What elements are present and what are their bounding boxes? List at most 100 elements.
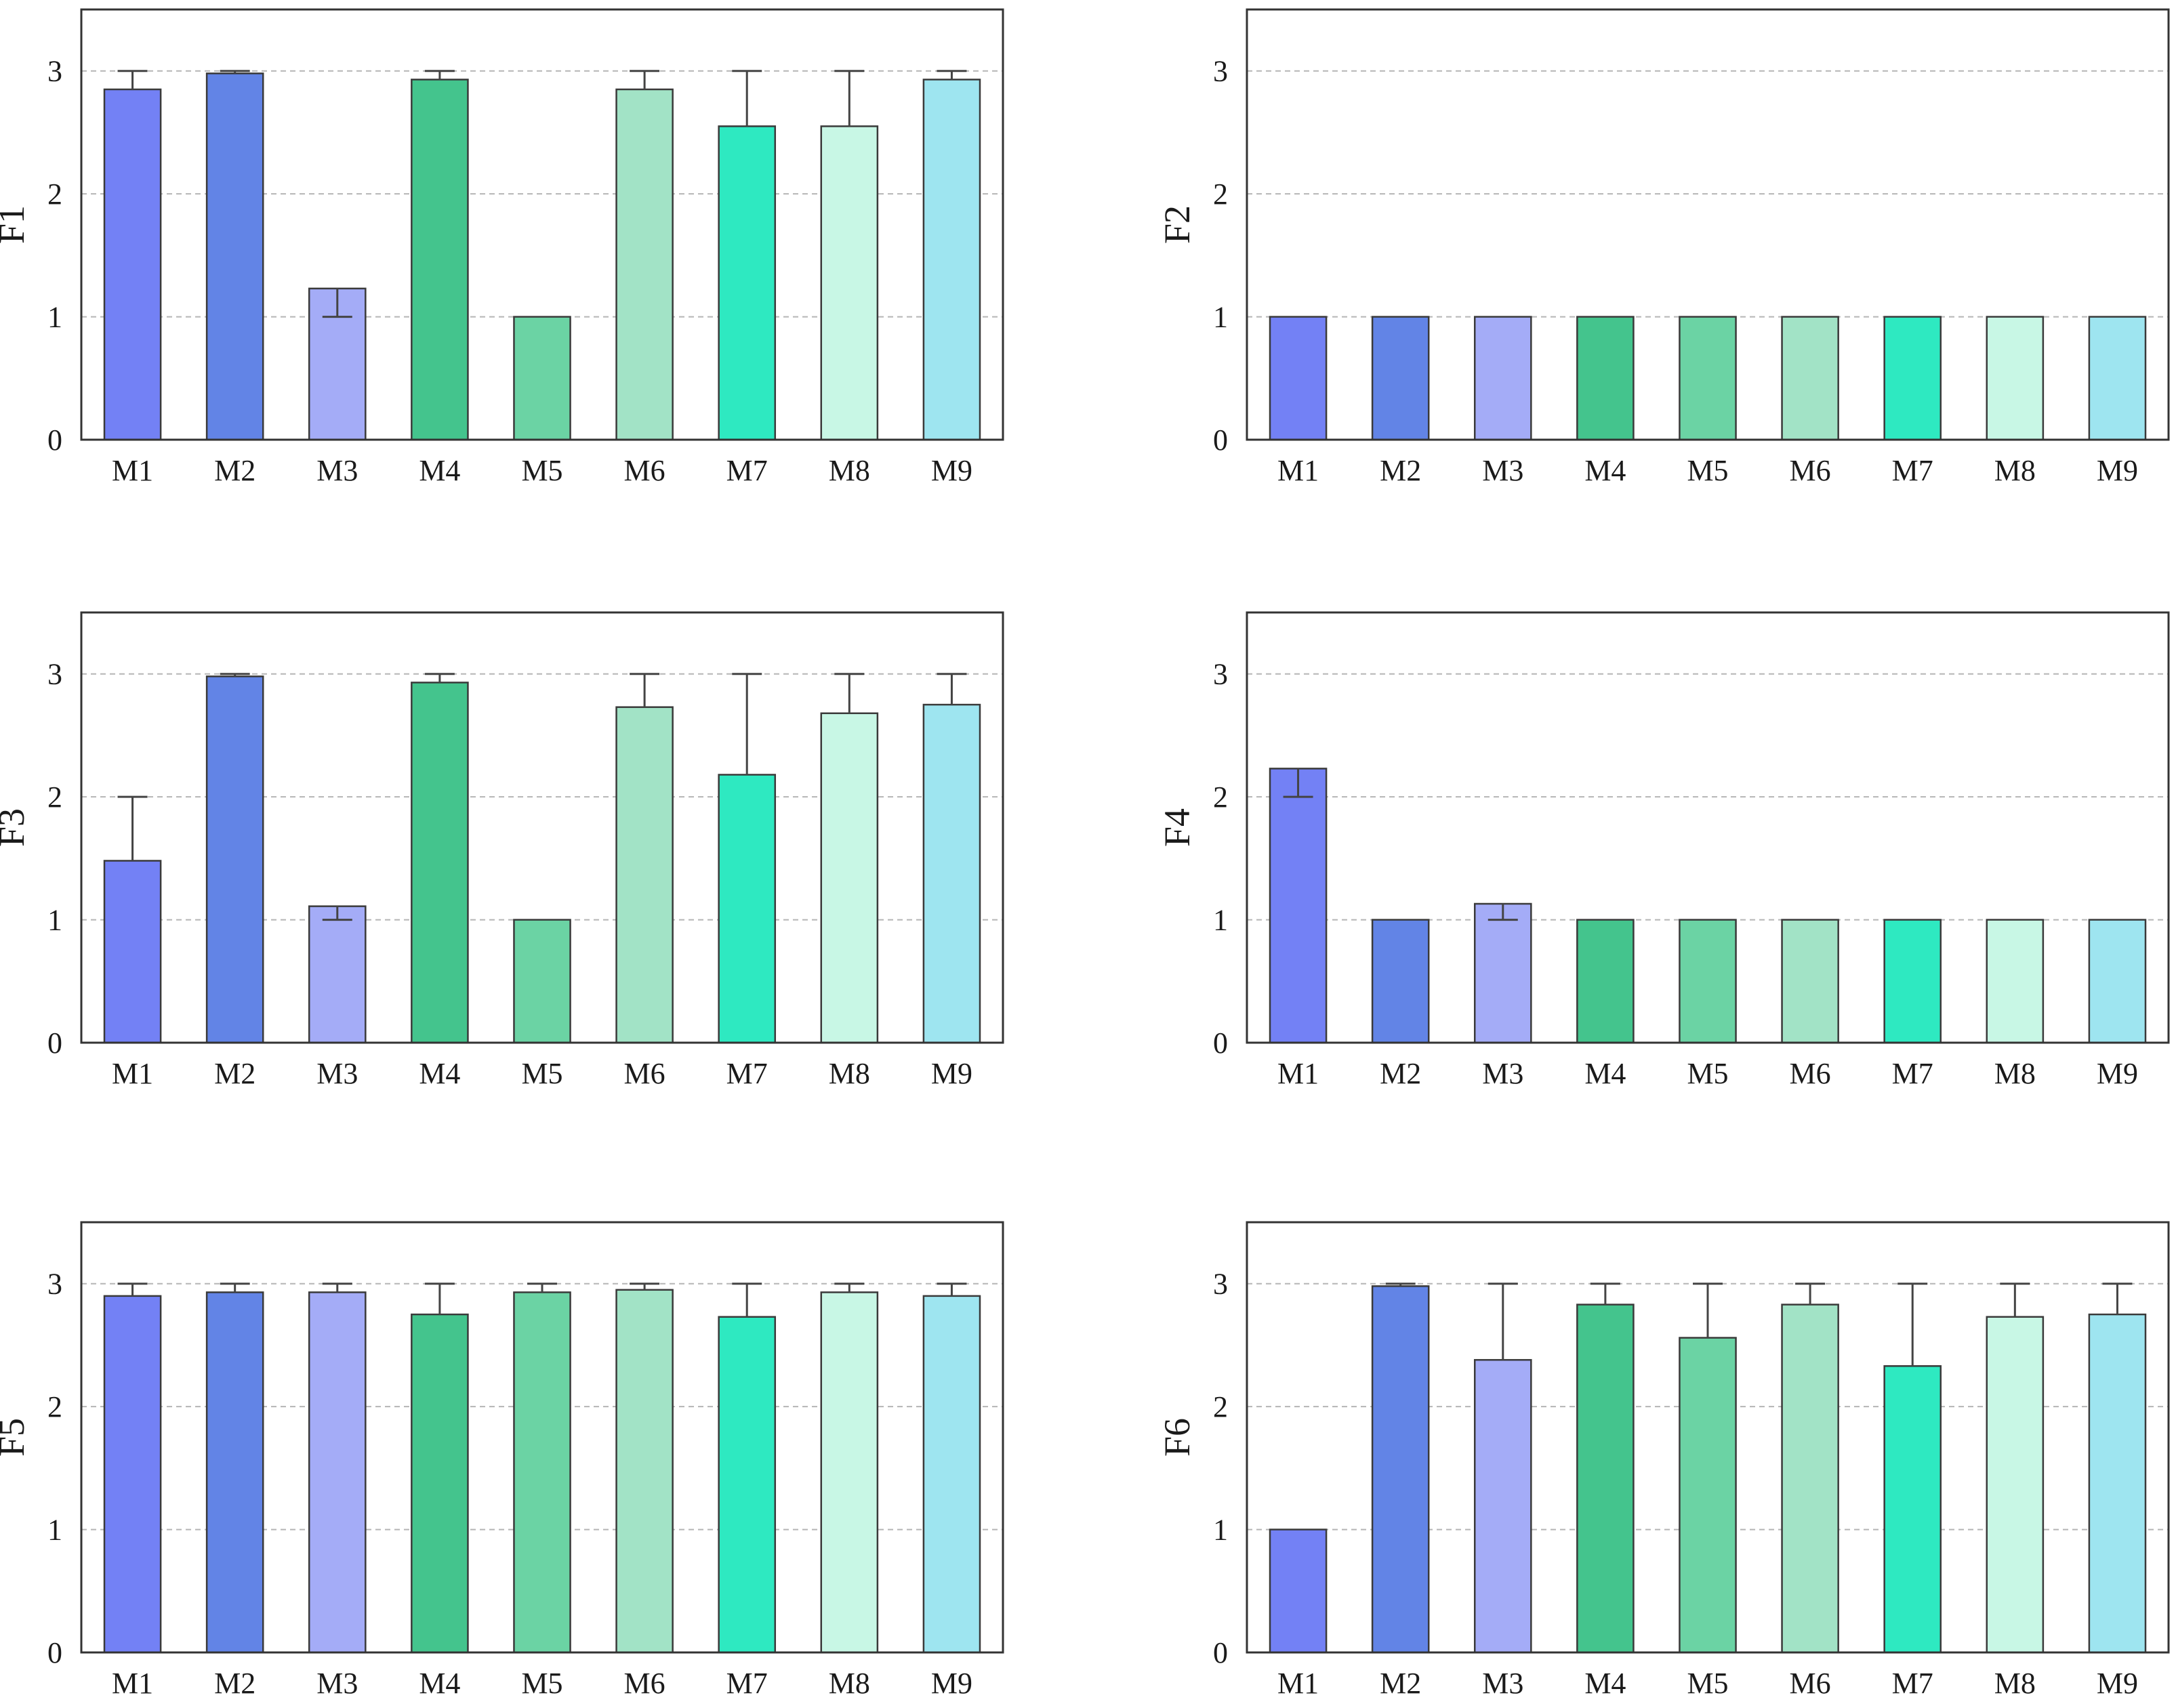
x-tick-label: M6 bbox=[1790, 454, 1831, 487]
x-tick-label: M9 bbox=[931, 454, 972, 487]
x-tick-label: M5 bbox=[521, 1057, 562, 1090]
panel-f2: 0 1 2 3 F2 M1 M2 M3 M4 M5 M6 M7 M8 M9 bbox=[1157, 8, 2170, 487]
bar-m7 bbox=[1883, 919, 1942, 1044]
x-tick-label: M8 bbox=[829, 454, 870, 487]
x-tick-label: M1 bbox=[1277, 1057, 1319, 1090]
bar-m8 bbox=[1986, 316, 2045, 441]
x-tick-label: M1 bbox=[112, 1057, 153, 1090]
x-tick-label: M1 bbox=[112, 454, 153, 487]
panel-f1: 0 1 2 3 F1 M1 M2 M3 M4 M5 M6 M7 M8 M9 bbox=[0, 8, 1004, 487]
y-tick-label: 3 bbox=[47, 55, 62, 88]
x-tick-label: M4 bbox=[1584, 454, 1626, 487]
x-tick-label: M5 bbox=[1687, 1667, 1728, 1700]
y-tick-label: 2 bbox=[1213, 1390, 1228, 1423]
x-tick-label: M2 bbox=[214, 1057, 255, 1090]
bar-m2 bbox=[205, 675, 264, 1044]
y-axis-label: F2 bbox=[1157, 205, 1197, 244]
plot-frame bbox=[80, 8, 1004, 441]
panel-f5: 0 1 2 3 F5 M1 M2 M3 M4 M5 M6 M7 M8 M9 bbox=[0, 1221, 1004, 1700]
x-tick-label: M8 bbox=[829, 1057, 870, 1090]
x-tick-label: M9 bbox=[2097, 1667, 2138, 1700]
x-tick-label: M7 bbox=[726, 1057, 768, 1090]
bar-m6 bbox=[615, 1289, 674, 1654]
bar-m5 bbox=[1679, 1337, 1737, 1654]
y-tick-label: 1 bbox=[47, 301, 62, 334]
x-tick-label: M9 bbox=[2097, 454, 2138, 487]
bar-m4 bbox=[411, 79, 469, 441]
x-tick-label: M5 bbox=[1687, 1057, 1728, 1090]
bar-m5 bbox=[513, 1291, 571, 1654]
y-axis-label: F3 bbox=[0, 808, 32, 847]
bar-m9 bbox=[2088, 919, 2147, 1044]
x-tick-label: M2 bbox=[214, 1667, 255, 1700]
bar-m3 bbox=[1473, 902, 1532, 1044]
x-tick-label: M8 bbox=[1994, 454, 2036, 487]
y-axis-label: F1 bbox=[0, 205, 32, 244]
bar-m4 bbox=[411, 682, 469, 1044]
y-tick-label: 1 bbox=[47, 904, 62, 937]
bar-m7 bbox=[718, 774, 777, 1044]
x-tick-label: M3 bbox=[1482, 1057, 1523, 1090]
x-tick-label: M7 bbox=[1892, 1057, 1933, 1090]
bar-m4 bbox=[411, 1313, 469, 1654]
bar-m5 bbox=[513, 316, 571, 441]
x-tick-label: M3 bbox=[316, 1667, 358, 1700]
x-tick-label: M6 bbox=[1790, 1667, 1831, 1700]
bar-m2 bbox=[1371, 316, 1430, 441]
x-tick-label: M6 bbox=[1790, 1057, 1831, 1090]
y-tick-label: 0 bbox=[47, 1026, 62, 1060]
x-tick-label: M8 bbox=[1994, 1057, 2036, 1090]
bar-m7 bbox=[1883, 316, 1942, 441]
x-tick-label: M9 bbox=[931, 1057, 972, 1090]
bar-m7 bbox=[1883, 1365, 1942, 1654]
bar-m3 bbox=[308, 1291, 367, 1654]
x-tick-label: M7 bbox=[726, 454, 768, 487]
x-tick-label: M4 bbox=[419, 1667, 460, 1700]
bar-m2 bbox=[205, 72, 264, 441]
bar-m5 bbox=[1679, 316, 1737, 441]
y-tick-label: 1 bbox=[1213, 301, 1228, 334]
bar-m9 bbox=[922, 703, 981, 1044]
bar-m1 bbox=[1269, 316, 1328, 441]
y-tick-label: 0 bbox=[47, 1636, 62, 1669]
x-tick-label: M7 bbox=[1892, 454, 1933, 487]
bar-m6 bbox=[615, 88, 674, 441]
panel-f4: 0 1 2 3 F4 M1 M2 M3 M4 M5 M6 M7 M8 M9 bbox=[1157, 611, 2170, 1090]
y-tick-label: 0 bbox=[1213, 1026, 1228, 1060]
bar-m6 bbox=[1781, 1304, 1839, 1654]
y-tick-label: 1 bbox=[1213, 904, 1228, 937]
y-axis-label: F6 bbox=[1157, 1418, 1197, 1457]
bar-m2 bbox=[205, 1291, 264, 1654]
bar-m7 bbox=[718, 125, 777, 441]
y-tick-label: 1 bbox=[1213, 1514, 1228, 1547]
x-tick-label: M2 bbox=[1380, 1057, 1421, 1090]
y-tick-label: 0 bbox=[1213, 1636, 1228, 1669]
x-tick-label: M7 bbox=[1892, 1667, 1933, 1700]
bar-m5 bbox=[513, 919, 571, 1044]
x-tick-label: M8 bbox=[1994, 1667, 2036, 1700]
plot-frame bbox=[80, 1221, 1004, 1654]
bar-m4 bbox=[1576, 316, 1635, 441]
bar-m6 bbox=[1781, 316, 1839, 441]
x-tick-label: M2 bbox=[1380, 454, 1421, 487]
y-axis-label: F5 bbox=[0, 1418, 32, 1457]
bar-m9 bbox=[2088, 1313, 2147, 1654]
y-tick-label: 3 bbox=[47, 1268, 62, 1301]
x-tick-label: M4 bbox=[1584, 1667, 1626, 1700]
bar-m8 bbox=[820, 125, 879, 441]
bar-m6 bbox=[615, 706, 674, 1044]
bar-m8 bbox=[1986, 1316, 2045, 1654]
x-tick-label: M6 bbox=[624, 1667, 665, 1700]
bar-m3 bbox=[308, 905, 367, 1044]
bar-m8 bbox=[1986, 919, 2045, 1044]
x-tick-label: M6 bbox=[624, 1057, 665, 1090]
bar-m9 bbox=[922, 1295, 981, 1654]
x-tick-label: M9 bbox=[2097, 1057, 2138, 1090]
y-tick-label: 3 bbox=[1213, 1268, 1228, 1301]
x-tick-label: M5 bbox=[1687, 454, 1728, 487]
x-tick-label: M4 bbox=[1584, 1057, 1626, 1090]
y-tick-label: 1 bbox=[47, 1514, 62, 1547]
x-tick-label: M1 bbox=[112, 1667, 153, 1700]
